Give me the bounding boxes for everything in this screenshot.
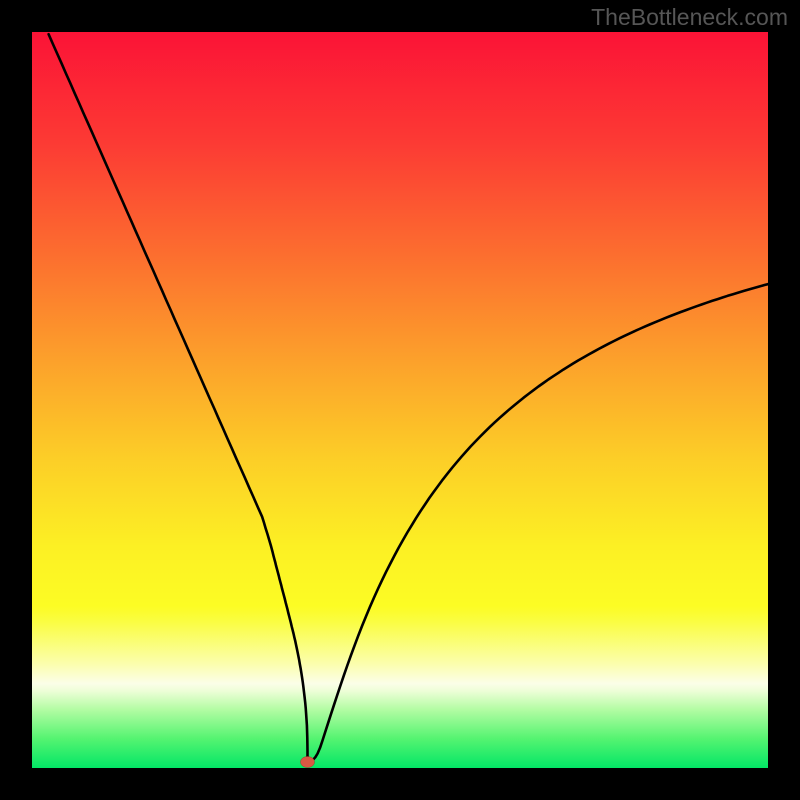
chart-frame: TheBottleneck.com [0, 0, 800, 800]
watermark-text: TheBottleneck.com [591, 4, 788, 31]
chart-border [0, 0, 800, 800]
